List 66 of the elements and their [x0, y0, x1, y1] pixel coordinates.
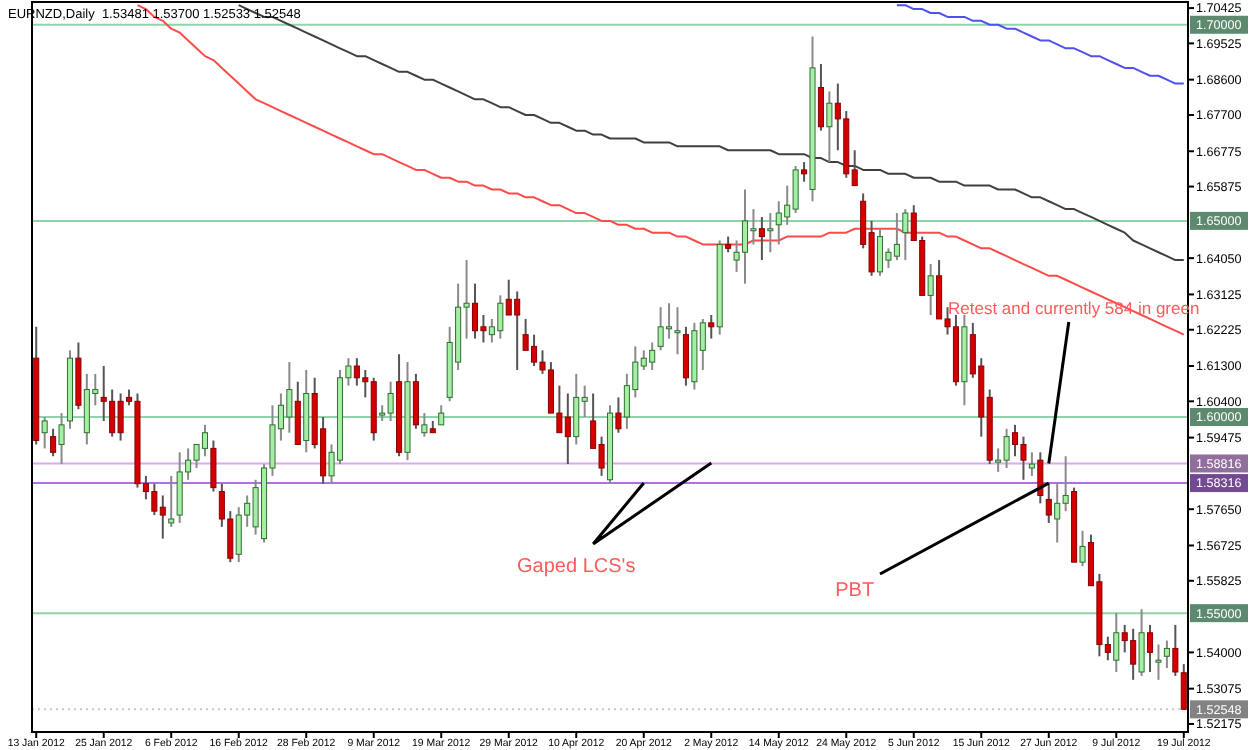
- annotation: PBT: [835, 580, 875, 602]
- candlestick: [1062, 455, 1069, 513]
- candlestick: [1037, 451, 1044, 505]
- candlestick: [893, 212, 900, 262]
- candlestick: [750, 208, 757, 246]
- candlestick: [210, 439, 217, 493]
- candlestick: [1054, 482, 1061, 544]
- candlestick: [657, 306, 664, 352]
- candlestick: [936, 259, 943, 320]
- candlestick: [1045, 482, 1052, 524]
- candlestick: [792, 164, 799, 215]
- candlestick: [708, 314, 715, 340]
- candlestick: [514, 290, 521, 371]
- candlestick: [294, 380, 301, 446]
- candlestick: [564, 392, 571, 466]
- candlestick: [159, 494, 166, 540]
- candlestick: [902, 208, 909, 262]
- candlestick: [83, 372, 90, 446]
- candlestick: [1028, 451, 1035, 477]
- annotation: Gaped LCS's: [517, 556, 636, 578]
- candlestick: [303, 368, 310, 454]
- candlestick: [471, 282, 479, 340]
- candlestick: [826, 90, 833, 164]
- candlestick: [505, 278, 512, 317]
- candlestick: [421, 412, 428, 438]
- candlestick: [1011, 423, 1019, 458]
- line-series: [895, 4, 1185, 85]
- candlestick: [41, 416, 48, 450]
- candlestick: [117, 392, 124, 442]
- candlestick: [1130, 627, 1137, 681]
- candlestick: [876, 227, 884, 277]
- candlestick: [649, 341, 656, 371]
- candlestick: [50, 427, 57, 458]
- candlestick: [1138, 608, 1145, 677]
- candlestick: [201, 423, 209, 458]
- candlestick: [682, 325, 689, 387]
- candlestick: [75, 341, 82, 411]
- candlestick: [573, 372, 580, 446]
- candlestick: [176, 451, 183, 524]
- candlestick: [758, 215, 765, 262]
- candlestick: [1020, 435, 1027, 481]
- candlestick: [109, 388, 116, 438]
- candlestick: [235, 506, 242, 564]
- candlestick: [927, 263, 934, 317]
- candlestick: [1147, 623, 1154, 673]
- candlestick: [674, 306, 681, 356]
- candlestick: [1113, 612, 1120, 673]
- candlestick: [151, 482, 158, 517]
- candlestick: [1003, 427, 1010, 470]
- candlestick: [1079, 529, 1086, 568]
- candlestick: [817, 62, 824, 132]
- candlestick: [775, 200, 782, 246]
- candlestick: [387, 380, 394, 422]
- candlestick: [741, 188, 749, 285]
- candlestick: [497, 294, 504, 340]
- candlestick: [353, 357, 360, 387]
- candlestick: [615, 396, 622, 434]
- candlestick: [412, 372, 419, 430]
- candlestick: [767, 212, 774, 254]
- candlestick: [1155, 643, 1162, 681]
- candlestick: [168, 474, 175, 528]
- candlestick: [58, 412, 65, 466]
- candlestick: [801, 161, 808, 183]
- candlestick: [286, 361, 293, 434]
- candlestick: [438, 404, 445, 426]
- candlestick: [1163, 639, 1170, 670]
